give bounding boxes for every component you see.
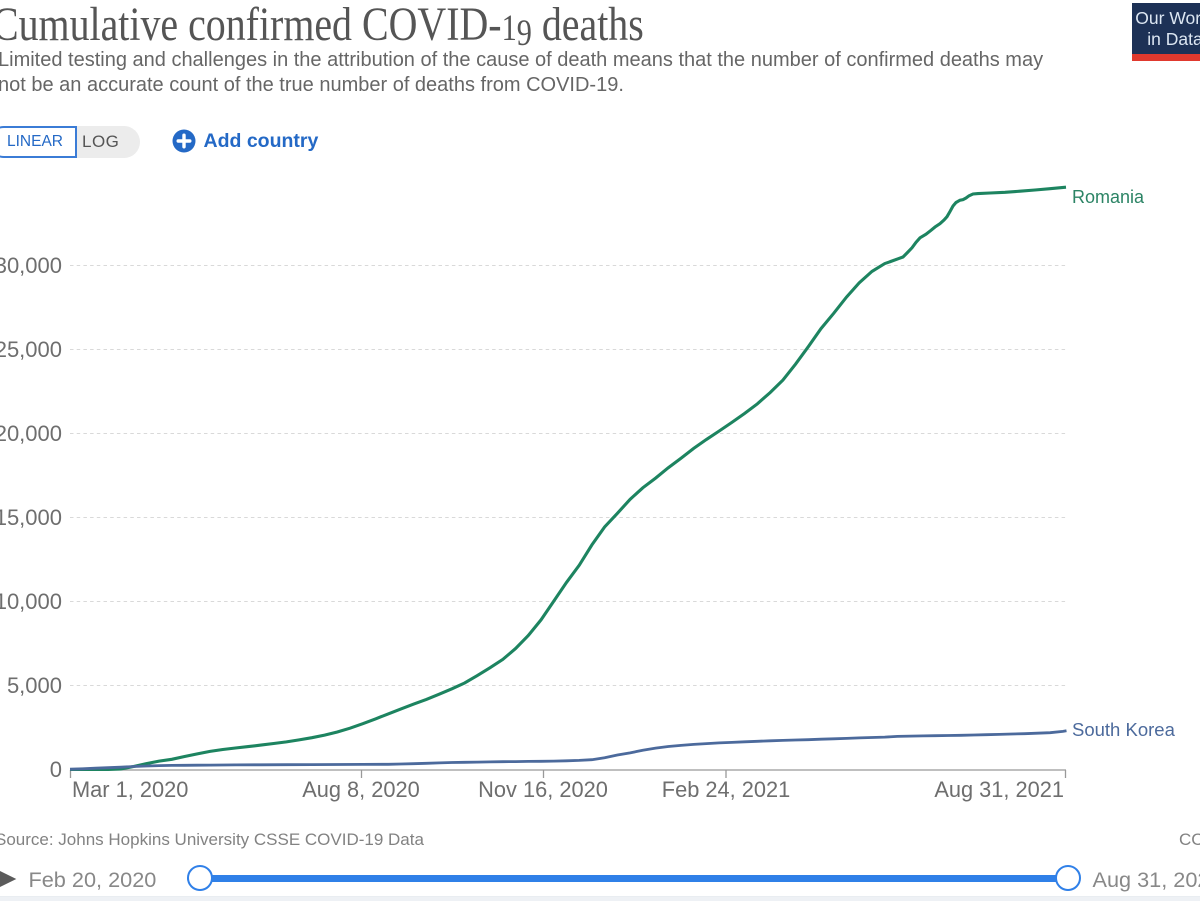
svg-text:10,000: 10,000: [0, 589, 62, 614]
svg-text:Nov 16, 2020: Nov 16, 2020: [478, 777, 608, 802]
svg-text:South Korea: South Korea: [1072, 719, 1176, 740]
svg-text:Aug 8, 2020: Aug 8, 2020: [302, 777, 420, 802]
svg-text:Romania: Romania: [1072, 187, 1145, 207]
svg-text:Mar 1, 2020: Mar 1, 2020: [72, 777, 188, 802]
svg-text:20,000: 20,000: [0, 421, 62, 446]
svg-text:0: 0: [50, 757, 62, 782]
svg-text:Feb 24, 2021: Feb 24, 2021: [662, 777, 790, 802]
svg-text:25,000: 25,000: [0, 337, 62, 362]
svg-text:Aug 31, 2021: Aug 31, 2021: [934, 777, 1064, 802]
svg-text:15,000: 15,000: [0, 505, 62, 530]
svg-text:5,000: 5,000: [7, 673, 62, 698]
svg-text:30,000: 30,000: [0, 253, 62, 278]
